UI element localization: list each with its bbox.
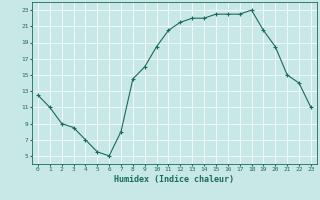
X-axis label: Humidex (Indice chaleur): Humidex (Indice chaleur) [115, 175, 234, 184]
